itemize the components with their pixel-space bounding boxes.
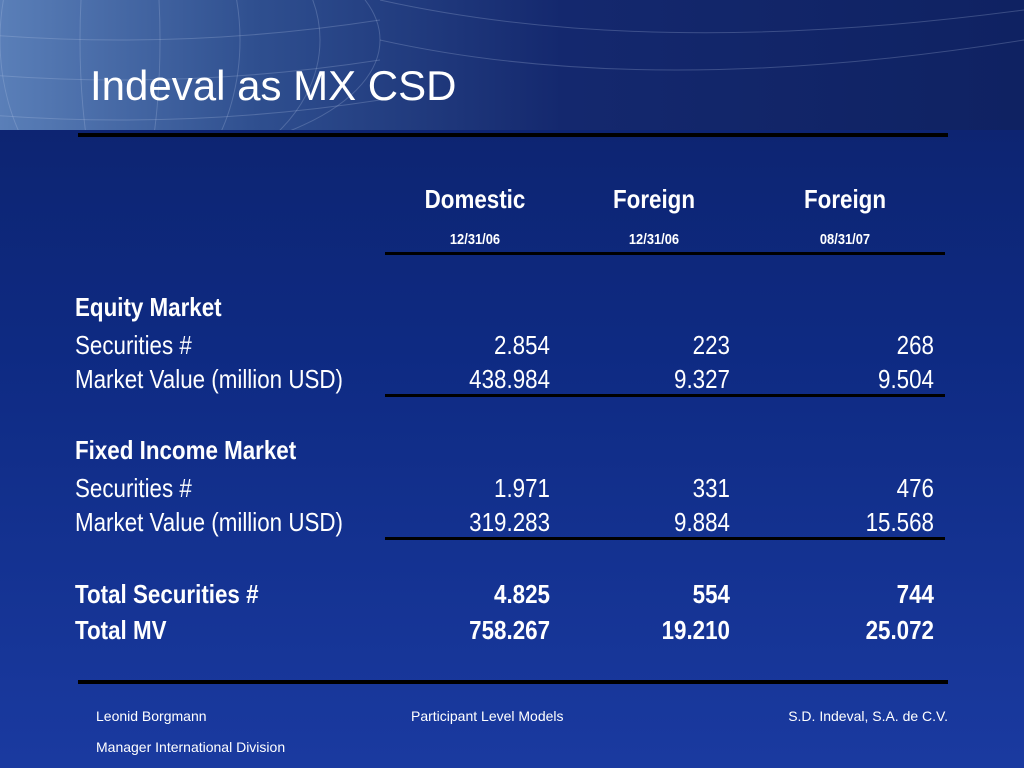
cell-total-securities-foreign-2007: 744 (896, 579, 934, 609)
section-fixed-income-market: Fixed Income Market (75, 435, 297, 465)
cell-fi-securities-foreign-2006: 331 (692, 473, 730, 503)
equity-divider (385, 394, 945, 397)
column-heading-foreign-2007: Foreign (804, 184, 886, 214)
footer-author: Leonid Borgmann (96, 708, 207, 724)
cell-total-securities-domestic: 4.825 (494, 579, 550, 609)
title-divider (78, 133, 948, 137)
cell-equity-mv-domestic: 438.984 (469, 364, 550, 394)
cell-total-mv-foreign-2007: 25.072 (865, 615, 934, 645)
globe-graphic (0, 0, 1024, 130)
row-label-total-securities: Total Securities # (75, 579, 259, 609)
footer-organization: S.D. Indeval, S.A. de C.V. (788, 708, 948, 724)
cell-fi-securities-domestic: 1.971 (494, 473, 550, 503)
cell-total-mv-domestic: 758.267 (469, 615, 550, 645)
row-label-fixed-income-securities: Securities # (75, 473, 192, 503)
cell-fi-mv-foreign-2006: 9.884 (674, 507, 730, 537)
cell-equity-mv-foreign-2007: 9.504 (878, 364, 934, 394)
footer-presentation-title: Participant Level Models (411, 708, 564, 724)
column-heading-domestic: Domestic (424, 184, 526, 214)
row-label-fixed-income-market-value: Market Value (million USD) (75, 507, 343, 537)
cell-equity-securities-foreign-2006: 223 (692, 330, 730, 360)
cell-equity-securities-domestic: 2.854 (494, 330, 550, 360)
slide-title: Indeval as MX CSD (90, 62, 457, 109)
row-label-total-mv: Total MV (75, 615, 167, 645)
column-date-domestic: 12/31/06 (449, 231, 501, 248)
footer-divider (78, 680, 948, 684)
column-date-foreign-2007: 08/31/07 (819, 231, 871, 248)
cell-equity-mv-foreign-2006: 9.327 (674, 364, 730, 394)
fixed-income-divider (385, 537, 945, 540)
cell-total-mv-foreign-2006: 19.210 (661, 615, 730, 645)
cell-total-securities-foreign-2006: 554 (692, 579, 730, 609)
row-label-equity-market-value: Market Value (million USD) (75, 364, 343, 394)
cell-fi-securities-foreign-2007: 476 (896, 473, 934, 503)
cell-fi-mv-domestic: 319.283 (469, 507, 550, 537)
footer-role: Manager International Division (96, 739, 286, 755)
header-divider (385, 252, 945, 255)
row-label-equity-securities: Securities # (75, 330, 192, 360)
column-heading-foreign-2006: Foreign (613, 184, 695, 214)
cell-fi-mv-foreign-2007: 15.568 (865, 507, 934, 537)
section-equity-market: Equity Market (75, 292, 222, 322)
column-date-foreign-2006: 12/31/06 (628, 231, 680, 248)
cell-equity-securities-foreign-2007: 268 (896, 330, 934, 360)
header-band (0, 0, 1024, 130)
